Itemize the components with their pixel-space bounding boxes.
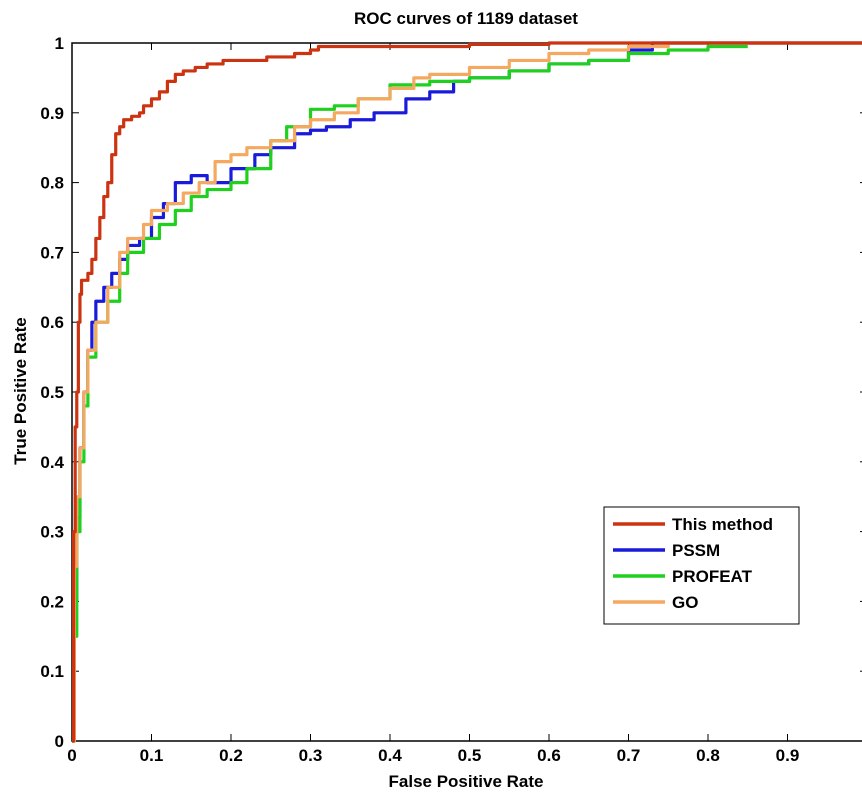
legend-box <box>603 506 800 625</box>
x-tick-label: 0.4 <box>378 746 402 765</box>
chart-title: ROC curves of 1189 dataset <box>354 9 578 28</box>
legend-entry: PSSM <box>672 541 720 560</box>
plot-area-frame <box>71 42 862 742</box>
y-tick-label: 0.7 <box>40 243 64 262</box>
legend-entry: PROFEAT <box>672 567 753 586</box>
y-tick-label: 0.1 <box>40 662 64 681</box>
series-layer <box>71 41 862 743</box>
x-tick-label: 0.6 <box>537 746 561 765</box>
x-tick-label: 0.9 <box>776 746 800 765</box>
x-axis-label: False Positive Rate <box>389 772 544 791</box>
y-tick-label: 0.6 <box>40 313 64 332</box>
y-tick-label: 0.4 <box>40 453 64 472</box>
y-tick-label: 0 <box>55 732 64 751</box>
y-tick-label: 0.3 <box>40 523 64 542</box>
x-tick-label: 0 <box>67 746 76 765</box>
y-tick-label: 0.9 <box>40 104 64 123</box>
x-tick-label: 0.8 <box>696 746 720 765</box>
x-tick-label: 0.2 <box>219 746 243 765</box>
y-tick-label: 0.2 <box>40 592 64 611</box>
y-axis-label: True Positive Rate <box>11 317 30 464</box>
series-line-this-method <box>71 41 862 743</box>
x-tick-label: 0.3 <box>299 746 323 765</box>
ticks-layer: 0 0.1 0.2 0.3 0.4 0.5 0.6 0.7 0.8 0.9 1 0 0.1 0.2 0.3 0… <box>40 34 862 765</box>
legend: This method PSSM PROFEAT GO <box>603 506 800 625</box>
y-tick-label: 0.5 <box>40 383 64 402</box>
x-tick-label: 0.7 <box>617 746 641 765</box>
legend-entry: This method <box>672 515 773 534</box>
legend-entry: GO <box>672 593 698 612</box>
y-tick-label: 0.8 <box>40 174 64 193</box>
series-line-go <box>72 41 862 743</box>
x-tick-label: 0.1 <box>140 746 164 765</box>
x-tick-label: 0.5 <box>458 746 482 765</box>
y-tick-label: 1 <box>55 34 64 53</box>
